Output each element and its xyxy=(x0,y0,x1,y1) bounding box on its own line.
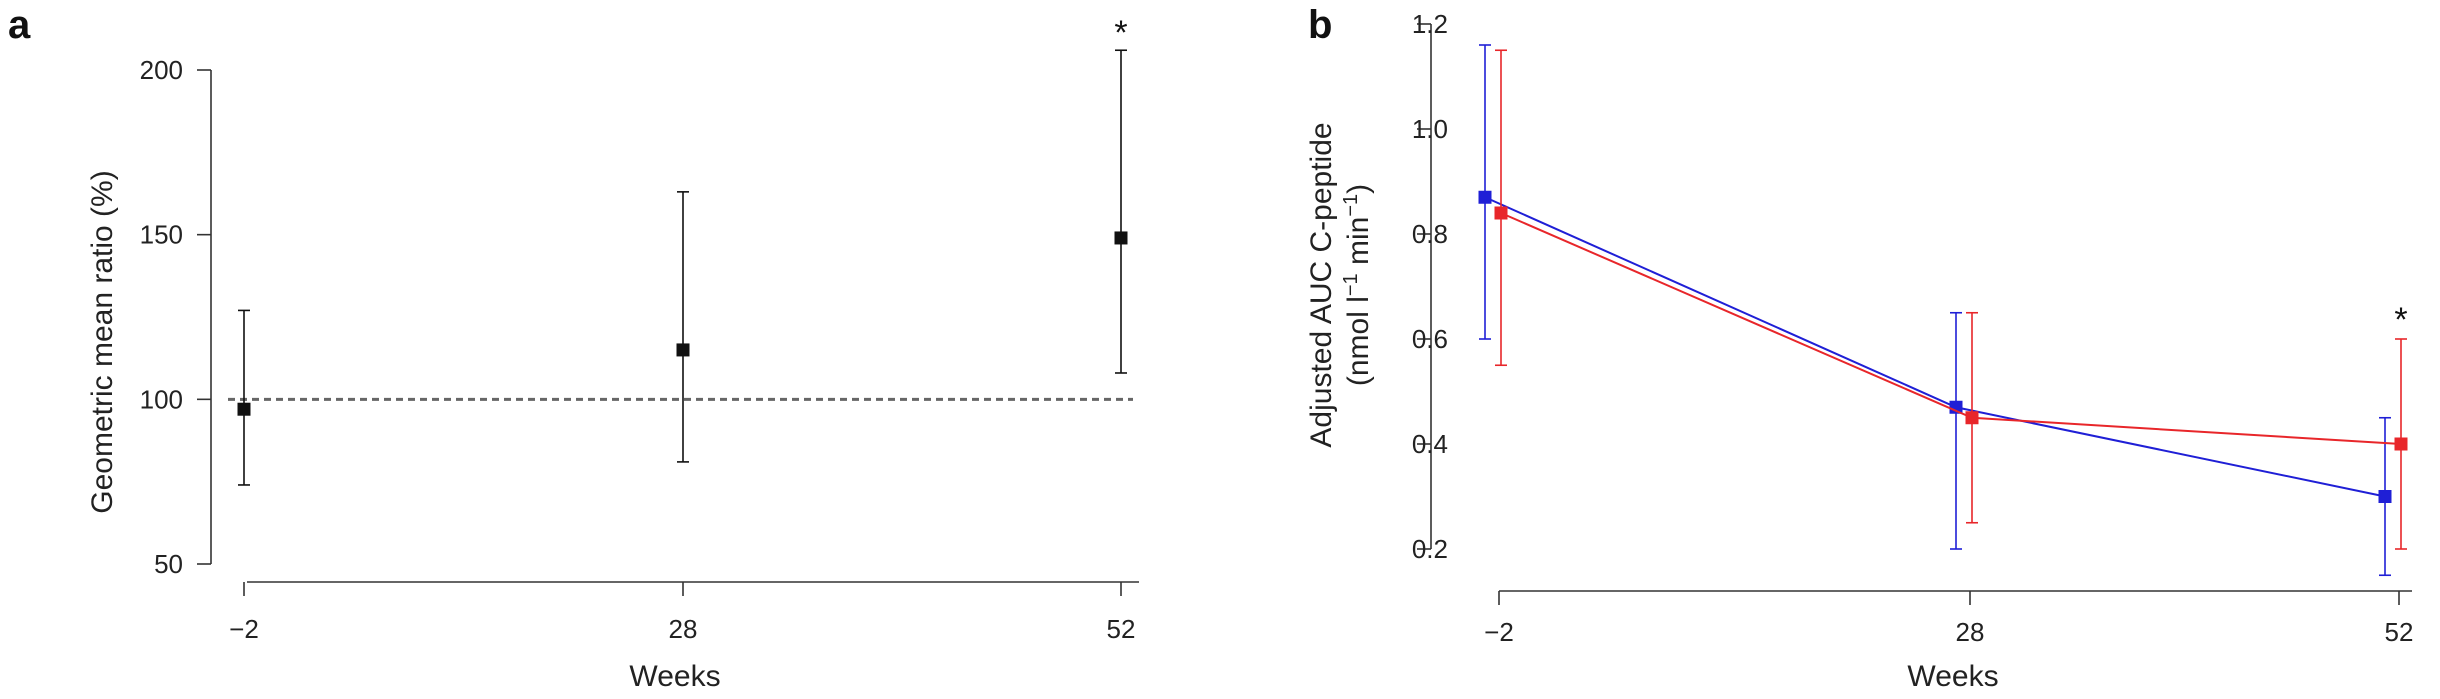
panel-a-y-tick-label: 150 xyxy=(140,220,183,250)
panel-b-x-tick-label: −2 xyxy=(1484,617,1514,647)
panel-b-y-tick-label: 1.0 xyxy=(1412,114,1448,144)
y-unit-mid: min xyxy=(1342,217,1375,274)
panel-a-x-tick-label: 28 xyxy=(669,614,698,644)
panel-b-point xyxy=(1965,411,1979,425)
panel-b-y-axis-title-line2: (nmol l−1 min−1) xyxy=(1340,184,1375,386)
panel-a-y-tick-label: 100 xyxy=(140,384,183,414)
y-unit-exp1: −1 xyxy=(1340,273,1362,296)
y-unit-prefix: (nmol l xyxy=(1342,296,1375,386)
panel-a-x-tick-label: 52 xyxy=(1107,614,1136,644)
y-unit-exp2: −1 xyxy=(1340,194,1362,217)
panel-b-y-axis-title-line1: Adjusted AUC C-peptide xyxy=(1305,122,1338,447)
panel-a-y-axis-title: Geometric mean ratio (%) xyxy=(86,170,119,513)
panel-a-marks: * xyxy=(228,14,1133,486)
panel-b-series-line xyxy=(1500,212,2402,445)
panel-b-point xyxy=(1494,206,1508,220)
panel-b-y-tick-label: 0.4 xyxy=(1412,429,1448,459)
panel-b-point xyxy=(2394,437,2408,451)
panel-b-y-tick-label: 0.6 xyxy=(1412,324,1448,354)
panel-b-chart: b 0.2 0.4 0.6 0.8 1.0 1.2 −2 28 52 * Weeks Adjus… xyxy=(1305,3,2413,693)
panel-b-x-axis-title: Weeks xyxy=(1907,660,1998,693)
panel-a-chart: a 50 100 150 200 −2 28 52 * Weeks Geometric me… xyxy=(8,3,1139,693)
panel-b-y-tick-label: 0.2 xyxy=(1412,534,1448,564)
panel-b-point xyxy=(1478,190,1492,204)
panel-b-y-tick-label: 1.2 xyxy=(1412,9,1448,39)
panel-b-x-tick-label: 52 xyxy=(2385,617,2414,647)
panel-a-significance-marker: * xyxy=(1114,14,1127,52)
panel-a-x-tick-label: −2 xyxy=(229,614,259,644)
panel-a-point xyxy=(237,402,251,416)
panel-a-y-tick-label: 200 xyxy=(140,55,183,85)
panel-a-point xyxy=(676,343,690,357)
panel-b-x-tick-label: 28 xyxy=(1956,617,1985,647)
panel-b-marks: * xyxy=(1478,44,2408,577)
panel-a-x-axis-title: Weeks xyxy=(629,660,720,693)
panel-b-axes: 0.2 0.4 0.6 0.8 1.0 1.2 −2 28 52 xyxy=(1412,9,2414,647)
panel-b-point xyxy=(2378,490,2392,503)
panel-a-letter: a xyxy=(8,3,31,47)
panel-b-series-line xyxy=(1484,196,2386,498)
panel-a-y-tick-label: 50 xyxy=(154,549,183,579)
panel-b-point xyxy=(1949,400,1963,414)
y-unit-suffix: ) xyxy=(1342,184,1375,194)
panel-b-letter: b xyxy=(1308,3,1332,47)
panel-a-point xyxy=(1114,231,1128,245)
panel-b-significance-marker: * xyxy=(2394,301,2407,339)
panel-b-y-tick-label: 0.8 xyxy=(1412,219,1448,249)
panel-a-axes: 50 100 150 200 −2 28 52 xyxy=(140,55,1139,644)
